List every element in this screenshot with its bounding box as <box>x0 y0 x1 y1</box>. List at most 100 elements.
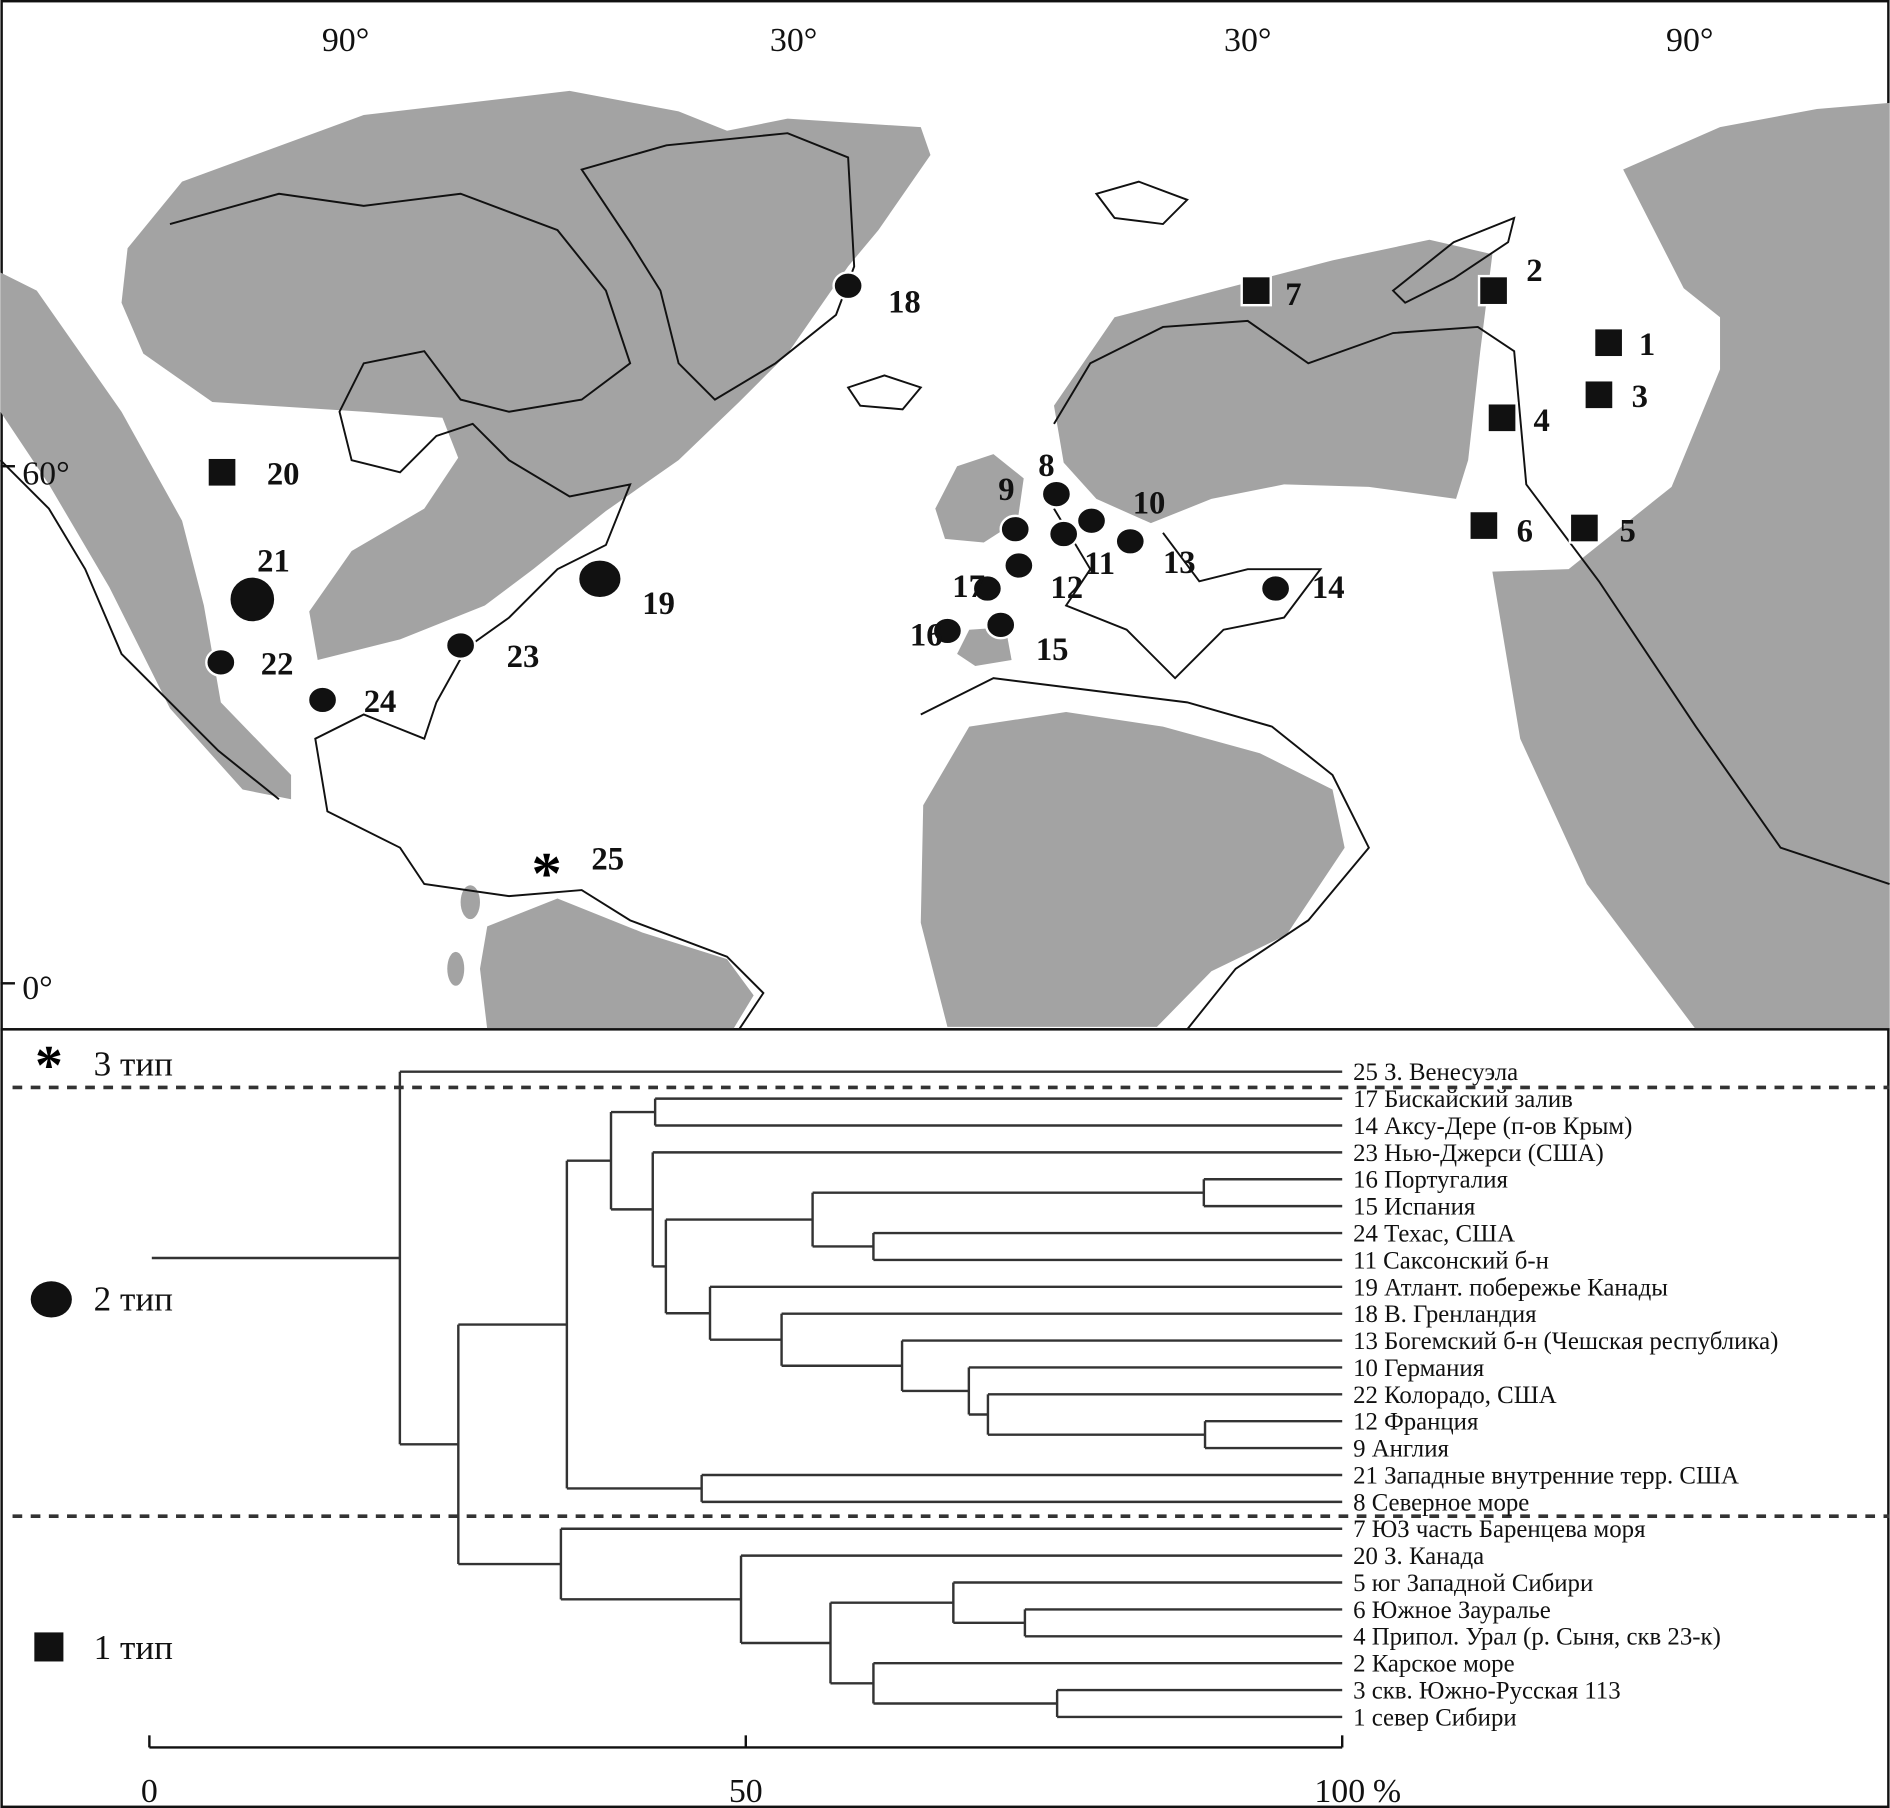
land-islet <box>460 885 480 920</box>
lon-label: 30° <box>1224 22 1271 59</box>
site-label: 20 <box>267 456 300 492</box>
land-britain <box>935 454 1024 543</box>
square-icon <box>1568 512 1601 544</box>
site-label: 18 <box>888 284 921 320</box>
site-label: 3 <box>1632 379 1648 415</box>
coastline-greenland <box>580 132 856 401</box>
site-label: 2 <box>1526 253 1542 289</box>
leaf-label: 1 север Сибири <box>1353 1704 1517 1731</box>
legend: * 3 тип 2 тип 1 тип <box>30 1035 173 1667</box>
ellipse-icon <box>1114 526 1147 556</box>
square-icon <box>1468 509 1500 542</box>
leaf-label: 17 Бискайский залив <box>1353 1086 1573 1113</box>
site-label: 23 <box>507 639 540 675</box>
ellipse-icon <box>832 271 864 301</box>
leaf-label: 3 скв. Южно-Русская 113 <box>1353 1678 1621 1705</box>
square-icon <box>1583 379 1615 411</box>
site-label: 4 <box>1534 403 1550 439</box>
axis-tick-label: 100 <box>1314 1773 1365 1808</box>
site-label: 11 <box>1084 546 1115 582</box>
site-label: 8 <box>1038 448 1054 484</box>
leaf-label: 22 Колорадо, США <box>1353 1382 1557 1409</box>
similarity-axis: % 0 50 100 <box>141 1735 1401 1808</box>
ellipse-icon <box>228 575 277 624</box>
site-label: 9 <box>998 472 1014 508</box>
site-marker: * 25 <box>531 841 624 908</box>
land-cordillera <box>0 272 292 800</box>
leaf-label: 13 Богемский б-н (Чешская республика) <box>1353 1328 1778 1355</box>
site-marker: 4 <box>1486 402 1550 439</box>
lon-label: 90° <box>1666 22 1713 59</box>
site-label: 1 <box>1639 327 1655 363</box>
leaf-label: 5 юг Западной Сибири <box>1353 1570 1593 1597</box>
coastline-africa <box>920 677 1370 1030</box>
site-label: 17 <box>952 569 985 605</box>
coastlines <box>0 132 1890 1030</box>
leaf-label: 16 Португалия <box>1353 1167 1508 1194</box>
square-icon <box>1477 274 1510 307</box>
site-marker: 6 <box>1468 509 1533 549</box>
coastline-svalbard <box>1094 180 1189 226</box>
coastline-north-america <box>169 192 765 1030</box>
site-marker: 11 <box>1047 519 1115 582</box>
ellipse-icon <box>984 610 1017 640</box>
leaf-label: 4 Припол. Урал (р. Сыня, скв 23-к) <box>1353 1624 1721 1651</box>
site-marker: 15 <box>984 610 1069 668</box>
legend-label: 3 тип <box>94 1044 173 1083</box>
ellipse-icon <box>1003 550 1035 581</box>
site-marker: 23 <box>444 630 540 675</box>
leaf-label: 20 З. Канада <box>1353 1543 1484 1570</box>
site-label: 7 <box>1285 277 1301 313</box>
site-marker: 21 <box>228 544 290 624</box>
leaf-label: 12 Франция <box>1353 1409 1478 1436</box>
leaf-label: 6 Южное Зауралье <box>1353 1597 1551 1624</box>
site-label: 5 <box>1620 513 1636 549</box>
site-label: 19 <box>642 586 675 622</box>
leaf-label: 24 Техас, США <box>1353 1221 1515 1248</box>
site-marker: 2 <box>1477 253 1543 307</box>
site-marker: 14 <box>1259 570 1345 606</box>
ellipse-icon <box>999 514 1031 544</box>
square-icon <box>1486 402 1518 434</box>
land-asia <box>1492 102 1890 1030</box>
site-marker: 17 <box>952 569 1004 605</box>
ellipse-icon <box>1075 506 1108 536</box>
leaf-label: 19 Атлант. побережье Канады <box>1353 1274 1668 1301</box>
coastline-europe <box>1053 319 1890 885</box>
site-marker: 18 <box>832 271 921 320</box>
leaf-label: 25 З. Венесуэла <box>1353 1059 1518 1086</box>
ellipse-icon <box>1040 479 1073 509</box>
site-label: 14 <box>1312 570 1345 606</box>
square-icon <box>206 456 238 489</box>
axis-unit: % <box>1373 1773 1401 1808</box>
leaf-label: 8 Северное море <box>1353 1489 1529 1516</box>
legend-label: 2 тип <box>94 1279 173 1318</box>
axis-tick-label: 0 <box>141 1773 158 1808</box>
ellipse-icon <box>205 647 237 677</box>
land-canada-greenland <box>121 90 931 660</box>
leaf-label: 18 В. Гренландия <box>1353 1301 1536 1328</box>
ellipse-icon <box>971 574 1004 604</box>
land-areas <box>0 90 1890 1030</box>
lon-label: 90° <box>322 22 369 59</box>
site-marker: 10 <box>1075 485 1165 536</box>
leaf-label: 11 Саксонский б-н <box>1353 1247 1549 1274</box>
site-marker: 12 <box>1003 550 1083 606</box>
leaf-label: 23 Нью-Джерси (США) <box>1353 1140 1604 1167</box>
lon-label: 30° <box>770 22 817 59</box>
site-label: 24 <box>364 684 397 720</box>
site-marker: 7 <box>1240 274 1302 313</box>
coastline-west-america <box>0 459 280 801</box>
leaf-label: 10 Германия <box>1353 1355 1484 1382</box>
land-south-america <box>479 898 754 1030</box>
site-label: 12 <box>1050 570 1083 606</box>
site-marker: 1 <box>1592 327 1655 363</box>
ellipse-icon <box>306 685 339 715</box>
ellipse-icon <box>576 558 623 600</box>
land-europe <box>1053 239 1493 524</box>
site-label: 16 <box>910 617 943 653</box>
